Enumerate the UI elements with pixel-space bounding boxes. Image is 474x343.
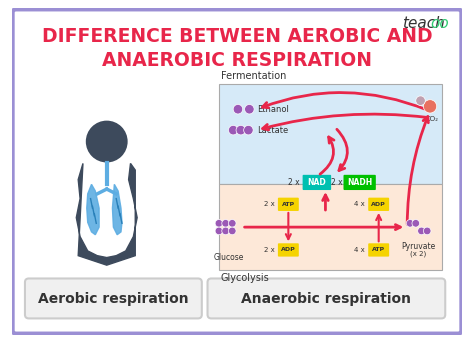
Circle shape: [412, 220, 419, 227]
Circle shape: [222, 227, 229, 235]
Text: 2 x: 2 x: [264, 247, 275, 253]
Text: Glucose: Glucose: [213, 253, 244, 262]
Circle shape: [233, 105, 243, 114]
Text: CO₂: CO₂: [426, 116, 438, 122]
FancyBboxPatch shape: [278, 198, 299, 211]
FancyBboxPatch shape: [25, 279, 202, 318]
Text: 4 x: 4 x: [354, 201, 365, 207]
Polygon shape: [112, 184, 122, 235]
Circle shape: [236, 126, 246, 135]
Text: NAD: NAD: [308, 178, 326, 187]
Circle shape: [406, 220, 414, 227]
Text: DIFFERENCE BETWEEN AEROBIC AND: DIFFERENCE BETWEEN AEROBIC AND: [42, 27, 432, 46]
Text: ATP: ATP: [372, 247, 385, 252]
Text: ANAEROBIC RESPIRATION: ANAEROBIC RESPIRATION: [102, 51, 372, 70]
Text: Fermentation: Fermentation: [221, 71, 286, 81]
Text: (x 2): (x 2): [410, 250, 427, 257]
Text: teach: teach: [401, 16, 444, 31]
Circle shape: [228, 220, 236, 227]
Circle shape: [245, 105, 254, 114]
Circle shape: [228, 227, 236, 235]
Circle shape: [423, 100, 437, 113]
Text: NADH: NADH: [347, 178, 372, 187]
FancyBboxPatch shape: [13, 9, 461, 334]
Circle shape: [423, 227, 431, 235]
FancyBboxPatch shape: [219, 184, 442, 270]
Polygon shape: [87, 184, 99, 235]
Circle shape: [215, 227, 223, 235]
Text: 4 x: 4 x: [354, 247, 365, 253]
FancyBboxPatch shape: [344, 175, 376, 190]
FancyBboxPatch shape: [368, 243, 389, 257]
Circle shape: [215, 220, 223, 227]
Text: 2 x: 2 x: [288, 178, 300, 187]
Circle shape: [244, 126, 253, 135]
Circle shape: [416, 96, 425, 105]
Text: Pyruvate: Pyruvate: [401, 242, 436, 251]
Text: 2 x: 2 x: [331, 178, 343, 187]
Text: Glycolysis: Glycolysis: [221, 273, 270, 283]
FancyBboxPatch shape: [219, 84, 442, 184]
Circle shape: [86, 121, 128, 163]
Text: ATP: ATP: [282, 202, 295, 207]
Polygon shape: [76, 163, 137, 265]
Circle shape: [222, 220, 229, 227]
FancyBboxPatch shape: [208, 279, 445, 318]
FancyBboxPatch shape: [302, 175, 331, 190]
FancyBboxPatch shape: [278, 243, 299, 257]
FancyBboxPatch shape: [368, 198, 389, 211]
Circle shape: [228, 126, 238, 135]
Text: Ethanol: Ethanol: [257, 105, 289, 114]
Text: Lactate: Lactate: [257, 126, 288, 135]
Text: ADP: ADP: [281, 247, 296, 252]
Text: 2 x: 2 x: [264, 201, 275, 207]
Text: Aerobic respiration: Aerobic respiration: [38, 292, 189, 306]
Text: ADP: ADP: [371, 202, 386, 207]
Text: Anaerobic respiration: Anaerobic respiration: [241, 292, 411, 306]
Circle shape: [418, 227, 425, 235]
Text: oo: oo: [430, 16, 449, 31]
